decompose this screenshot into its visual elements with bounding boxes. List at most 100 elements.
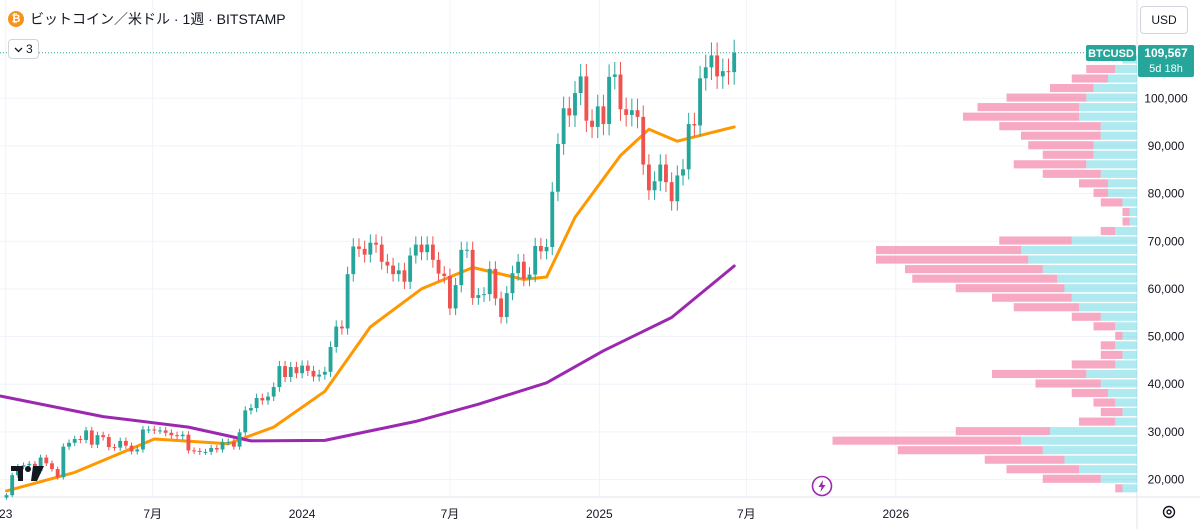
candle-body <box>243 410 248 433</box>
profile-down-bar <box>1042 150 1094 159</box>
moving-averages <box>0 125 736 493</box>
profile-down-bar <box>1079 417 1116 426</box>
candle-body <box>402 270 407 282</box>
profile-up-bar <box>1079 465 1137 474</box>
candle-body <box>584 76 589 121</box>
candle-body <box>385 261 390 266</box>
symbol-header[interactable]: ₿ ビットコイン／米ドル · 1週 · BITSTAMP <box>8 9 286 29</box>
profile-up-bar <box>1115 322 1137 331</box>
bitcoin-icon: ₿ <box>8 11 24 27</box>
candle-body <box>38 457 43 471</box>
profile-down-bar <box>1042 169 1101 178</box>
profile-down-bar <box>1013 303 1079 312</box>
profile-up-bar <box>1064 455 1137 464</box>
profile-up-bar <box>1108 179 1137 188</box>
time-tick-label: 7月 <box>441 507 460 521</box>
profile-down-bar <box>1093 322 1116 331</box>
candle-body <box>436 259 441 274</box>
profile-up-bar <box>1129 207 1137 216</box>
candlesticks <box>4 39 737 500</box>
lightning-icon[interactable] <box>811 475 833 497</box>
candle-body <box>669 182 674 202</box>
candle-body <box>203 451 208 453</box>
candle-body <box>209 448 214 452</box>
candle-body <box>362 248 367 255</box>
profile-down-bar <box>1071 388 1108 398</box>
candle-body <box>465 249 469 251</box>
candle-body <box>578 76 583 94</box>
profile-down-bar <box>1100 408 1123 417</box>
candle-body <box>197 450 202 452</box>
volume-profile <box>832 55 1137 493</box>
profile-up-bar <box>1115 398 1137 407</box>
candle-body <box>664 164 668 183</box>
tradingview-logo-icon <box>11 466 44 481</box>
moving-average-line <box>0 264 736 443</box>
profile-down-bar <box>1028 141 1094 150</box>
profile-up-bar <box>1071 236 1137 245</box>
gear-icon[interactable] <box>1161 504 1177 520</box>
candle-body <box>44 457 49 464</box>
candle-body <box>635 110 640 117</box>
profile-down-bar <box>876 255 1029 264</box>
profile-down-bar <box>977 103 1079 112</box>
profile-up-bar <box>1115 64 1137 74</box>
profile-down-bar <box>1050 84 1094 93</box>
profile-down-bar <box>963 112 1079 121</box>
candle-body <box>641 116 646 165</box>
profile-down-bar <box>1100 198 1123 207</box>
candle-body <box>595 106 600 127</box>
candle-body <box>374 242 378 245</box>
last-price-label: 109,567 <box>1144 46 1188 60</box>
candle-body <box>277 366 282 388</box>
candle-body <box>408 255 413 282</box>
symbol-tag-label: BTCUSD <box>1088 48 1134 60</box>
candle-body <box>720 71 725 77</box>
candle-body <box>715 55 720 77</box>
indicator-count: 3 <box>26 42 33 56</box>
profile-down-bar <box>984 455 1065 464</box>
profile-down-bar <box>1122 217 1130 226</box>
candle-body <box>254 398 259 409</box>
candle-body <box>112 447 117 449</box>
candle-body <box>271 387 276 397</box>
candle-body <box>175 435 179 437</box>
price-tick-label: 70,000 <box>1148 234 1185 248</box>
candle-body <box>339 326 344 329</box>
profile-up-bar <box>1100 474 1137 483</box>
candle-body <box>709 55 714 68</box>
candle-body <box>260 398 265 401</box>
profile-up-bar <box>1079 103 1137 112</box>
profile-up-bar <box>1115 341 1137 350</box>
candle-body <box>442 273 447 277</box>
candle-body <box>419 244 424 253</box>
profile-down-bar <box>999 236 1072 245</box>
candle-body <box>186 434 191 451</box>
profile-down-bar <box>1115 331 1123 340</box>
candle-body <box>118 440 123 448</box>
profile-up-bar <box>1086 369 1137 379</box>
currency-button[interactable]: USD <box>1140 6 1188 34</box>
profile-down-bar <box>1071 312 1101 321</box>
candle-body <box>675 175 680 202</box>
candle-body <box>726 71 731 73</box>
profile-up-bar <box>1042 446 1137 455</box>
candle-body <box>294 367 299 374</box>
time-axis[interactable]: 23 7月 2024 7月 2025 7月 2026 <box>0 507 909 521</box>
profile-up-bar <box>1086 160 1137 169</box>
profile-up-bar <box>1021 246 1137 255</box>
price-axis[interactable]: 100,000 90,000 80,000 70,000 60,000 50,000 40,… <box>1144 91 1188 486</box>
profile-down-bar <box>1079 179 1108 188</box>
profile-up-bar <box>1086 93 1137 102</box>
indicator-toggle-button[interactable]: 3 <box>8 39 39 59</box>
candle-body <box>317 374 322 377</box>
candle-body <box>538 246 543 252</box>
candle-body <box>129 445 134 452</box>
candle-body <box>618 74 623 110</box>
candle-body <box>379 244 384 262</box>
candle-body <box>425 244 430 253</box>
candle-body <box>527 274 532 279</box>
candle-body <box>220 441 225 450</box>
candle-body <box>504 293 509 318</box>
